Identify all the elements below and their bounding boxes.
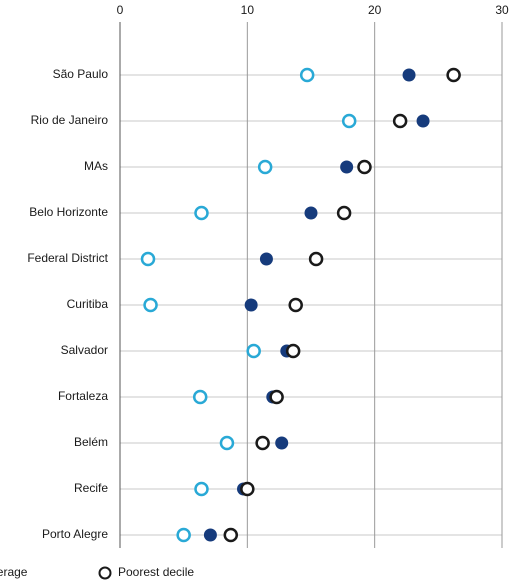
dot	[269, 389, 284, 405]
dot	[176, 527, 191, 543]
category-label: Curitiba	[67, 297, 109, 311]
category-label: MAs	[84, 159, 108, 173]
x-tick-label: 10	[241, 3, 255, 17]
dot	[140, 251, 156, 267]
dot	[257, 159, 273, 175]
dot	[223, 527, 239, 543]
x-tick-label: 0	[117, 3, 124, 17]
dot	[219, 435, 235, 451]
dot	[299, 67, 315, 83]
dot	[194, 481, 209, 497]
category-label: Belo Horizonte	[29, 205, 108, 219]
category-label: Fortaleza	[58, 389, 108, 403]
dot	[275, 436, 289, 450]
dot	[357, 159, 372, 175]
dot	[288, 297, 303, 313]
category-label: Rio de Janeiro	[31, 113, 109, 127]
category-label: Recife	[74, 481, 108, 495]
dot	[285, 343, 301, 359]
dot	[244, 298, 258, 312]
legend-label: Poorest decile	[118, 565, 194, 579]
dot	[259, 252, 273, 266]
dot	[336, 205, 352, 221]
category-label: Federal District	[27, 251, 108, 265]
dot	[308, 251, 324, 267]
dot	[255, 435, 270, 451]
dot	[304, 206, 318, 220]
dot	[416, 114, 430, 128]
dot	[192, 389, 208, 405]
x-tick-label: 30	[495, 3, 509, 17]
dot	[246, 343, 261, 359]
x-tick-label: 20	[368, 3, 382, 17]
dot	[203, 528, 217, 542]
dot	[402, 68, 416, 82]
legend-marker	[98, 566, 112, 580]
category-label: Salvador	[61, 343, 108, 357]
dot	[194, 205, 209, 221]
dot	[143, 297, 158, 313]
category-label: Belém	[74, 435, 108, 449]
dot	[392, 113, 408, 129]
dot	[446, 67, 461, 83]
dot	[340, 160, 354, 174]
dot	[341, 113, 357, 129]
category-label: Porto Alegre	[42, 527, 108, 541]
category-label: São Paulo	[53, 67, 109, 81]
dot	[240, 481, 255, 497]
legend-label: Average	[0, 565, 28, 579]
